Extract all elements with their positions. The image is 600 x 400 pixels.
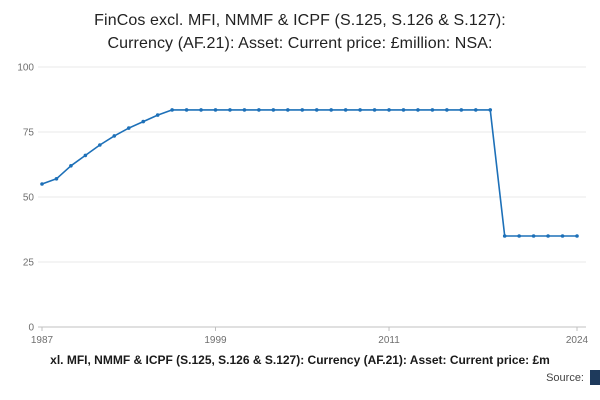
x-tick-label: 1987: [31, 335, 54, 346]
data-point: [459, 108, 464, 112]
data-point: [112, 134, 117, 138]
chart-title-line1: FinCos excl. MFI, NMMF & ICPF (S.125, S.…: [94, 12, 506, 29]
data-point: [372, 108, 377, 112]
data-point: [83, 153, 88, 158]
data-point: [575, 234, 579, 238]
data-point: [488, 108, 493, 112]
chart-svg: 0 25 50 75 100 1987 1999 2011 2024: [17, 63, 589, 347]
data-point: [170, 108, 174, 112]
data-point: [141, 119, 146, 124]
data-point: [300, 108, 305, 112]
data-point: [213, 108, 218, 112]
data-point: [473, 108, 478, 112]
data-point: [329, 108, 333, 112]
data-point: [531, 234, 536, 238]
ons-logo: [590, 370, 600, 385]
data-point: [271, 108, 276, 112]
chart-title-line2: Currency (AF.21): Asset: Current price: …: [107, 35, 493, 52]
y-tick-label: 100: [17, 63, 34, 74]
source-label: Source:: [546, 371, 584, 384]
data-point: [517, 234, 521, 238]
data-point: [401, 108, 406, 112]
data-point: [69, 164, 73, 168]
data-point: [228, 108, 232, 112]
data-point: [502, 234, 507, 238]
data-point: [40, 182, 44, 186]
data-point: [242, 108, 247, 112]
data-point: [445, 108, 449, 112]
x-tick-label: 2011: [378, 335, 400, 346]
data-point: [430, 108, 435, 112]
data-point: [199, 108, 203, 112]
data-point: [286, 108, 290, 112]
data-point: [184, 108, 189, 112]
x-tick-label: 2024: [566, 335, 589, 346]
data-point: [54, 177, 59, 181]
data-point: [416, 108, 420, 112]
y-tick-label: 50: [23, 193, 35, 204]
data-point: [358, 108, 362, 112]
data-point: [343, 108, 348, 112]
data-point: [546, 234, 550, 238]
data-line: [41, 109, 577, 237]
y-tick-label: 25: [23, 258, 35, 269]
data-point: [257, 108, 261, 112]
y-tick-label: 0: [28, 323, 34, 334]
data-point: [126, 126, 131, 130]
data-point: [387, 108, 391, 112]
data-point: [98, 143, 102, 147]
legend-text: xl. MFI, NMMF & ICPF (S.125, S.126 & S.1…: [50, 353, 550, 367]
source-row: Source:: [0, 370, 600, 385]
x-tick-label: 1999: [204, 335, 227, 346]
data-point: [155, 113, 160, 117]
y-tick-label: 75: [23, 128, 35, 139]
data-point: [560, 234, 565, 238]
chart-title: FinCos excl. MFI, NMMF & ICPF (S.125, S.…: [0, 0, 600, 55]
data-point: [314, 108, 319, 112]
